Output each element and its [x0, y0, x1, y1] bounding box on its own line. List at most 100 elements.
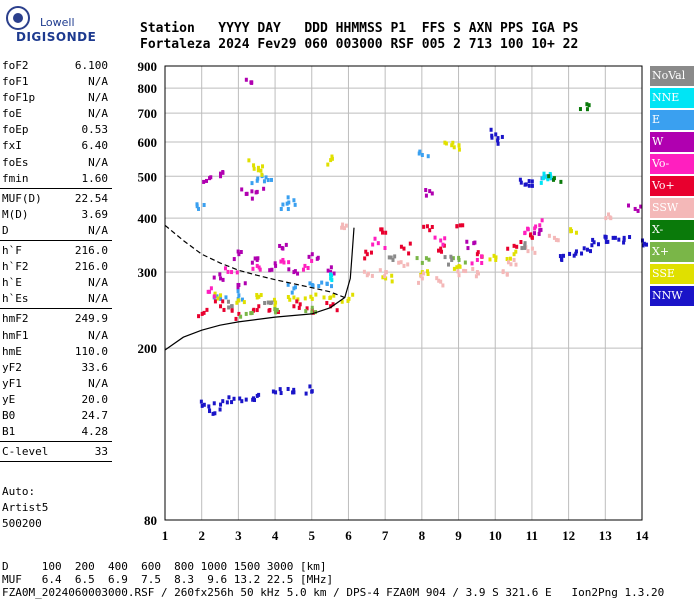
data-point	[559, 257, 563, 262]
data-point	[230, 270, 234, 275]
legend-item-sse: SSE	[650, 264, 694, 284]
data-point	[496, 138, 500, 143]
data-point	[249, 311, 253, 316]
data-point	[613, 235, 617, 240]
data-point	[622, 240, 626, 245]
data-point	[435, 276, 439, 281]
data-point	[572, 253, 576, 258]
y-tick-label: 400	[138, 211, 158, 226]
data-point	[282, 260, 286, 265]
data-point	[463, 260, 467, 265]
data-point	[366, 271, 370, 276]
data-point	[219, 304, 223, 309]
data-point	[347, 296, 351, 301]
data-point	[574, 230, 578, 235]
data-point	[384, 270, 388, 275]
data-point	[226, 299, 230, 304]
data-point	[293, 269, 297, 274]
data-point	[243, 281, 247, 286]
header-labels: Station YYYY DAY DDD HHMMSS P1 FFS S AXN…	[140, 21, 579, 36]
data-point	[209, 175, 213, 180]
data-point	[332, 271, 336, 276]
param-value: 216.0	[74, 244, 108, 258]
data-point	[538, 223, 542, 228]
data-point	[424, 188, 428, 193]
data-point	[457, 147, 461, 152]
data-point	[320, 280, 324, 285]
data-point	[275, 307, 279, 312]
data-point	[240, 297, 244, 302]
data-point	[256, 165, 260, 170]
footer-muf-row: MUF 6.4 6.5 6.9 7.5 8.3 9.6 13.2 22.5 [M…	[2, 573, 334, 586]
data-point	[232, 257, 236, 262]
plot-frame	[164, 65, 643, 521]
data-point	[506, 260, 510, 265]
data-point	[236, 289, 240, 294]
digisonde-logo-icon	[6, 6, 30, 30]
param-value: N/A	[88, 107, 108, 121]
data-point	[255, 292, 259, 297]
param-row: B0 24.7	[0, 408, 112, 424]
data-point	[628, 235, 632, 240]
param-row: foEp 0.53	[0, 122, 112, 138]
data-point	[250, 196, 254, 201]
data-point	[205, 307, 209, 312]
data-point	[314, 292, 318, 297]
data-point	[540, 218, 544, 223]
data-point	[221, 170, 225, 175]
param-name: hmF1	[2, 328, 29, 342]
data-point	[244, 77, 248, 82]
param-value: 3.69	[81, 207, 109, 221]
data-point	[530, 235, 534, 240]
data-point	[428, 189, 432, 194]
data-point	[424, 256, 428, 261]
data-point	[219, 296, 223, 301]
data-point	[397, 260, 401, 265]
scaled-parameters-panel: foF2 6.100 foF1 N/A foF1p N/A foE N/A foEp 0.53 fx…	[0, 58, 112, 464]
data-point	[439, 279, 443, 284]
data-point	[245, 191, 249, 196]
data-point	[256, 176, 260, 181]
data-point	[458, 223, 462, 228]
param-row: foEs N/A	[0, 155, 112, 171]
data-point	[549, 173, 553, 178]
data-point	[344, 223, 348, 228]
data-point	[269, 177, 273, 182]
data-point	[256, 168, 260, 173]
param-value: 22.54	[74, 191, 108, 205]
auto-program: Artist5	[2, 501, 49, 514]
data-point	[450, 143, 454, 148]
param-name: fxI	[2, 139, 22, 153]
data-point	[622, 235, 626, 240]
data-point	[292, 286, 296, 291]
param-value: 33.6	[81, 360, 109, 374]
data-point	[240, 187, 244, 192]
y-tick-label: 200	[138, 341, 158, 356]
data-point	[465, 239, 469, 244]
data-point	[519, 180, 523, 185]
data-point	[342, 226, 346, 231]
param-row: h`E N/A	[0, 275, 112, 291]
data-point	[223, 266, 227, 271]
legend-item-nne: NNE	[650, 88, 694, 108]
param-row: h`F2 216.0	[0, 259, 112, 275]
data-point	[209, 286, 213, 291]
data-point	[202, 203, 206, 208]
data-point	[273, 304, 277, 309]
param-row: yF2 33.6	[0, 360, 112, 376]
data-point	[329, 158, 333, 163]
data-point	[452, 266, 456, 271]
data-point	[582, 246, 586, 251]
data-point	[266, 300, 270, 305]
data-point	[271, 389, 275, 394]
param-name: yF2	[2, 360, 22, 374]
data-point	[440, 249, 444, 254]
data-point	[274, 263, 278, 268]
data-point	[303, 296, 307, 301]
data-point	[257, 294, 261, 299]
data-point	[534, 224, 538, 229]
data-point	[218, 272, 222, 277]
param-row: hmF1 N/A	[0, 328, 112, 344]
data-point	[272, 297, 276, 302]
data-point	[426, 154, 430, 159]
